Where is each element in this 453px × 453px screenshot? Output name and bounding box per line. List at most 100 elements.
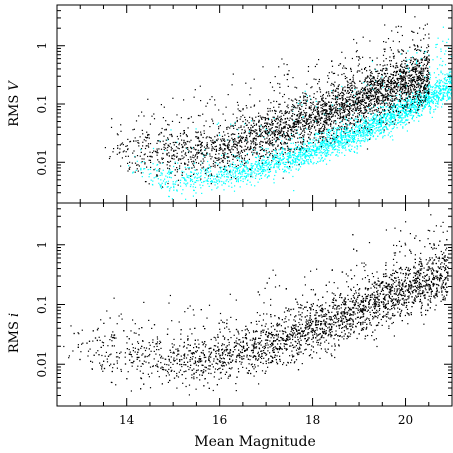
top-data-point [395,85,397,88]
top-data-point [116,133,118,135]
top-data-point [330,84,332,86]
top-data-point [420,95,422,97]
top-data-point [234,171,236,173]
top-data-point [248,149,250,151]
top-data-point [428,45,430,48]
top-data-point [314,149,317,152]
top-data-point [283,157,286,159]
top-data-point [394,119,396,121]
top-data-point [449,97,451,99]
top-data-point [321,99,323,101]
top-data-point [190,179,192,181]
top-data-point [274,163,276,165]
top-data-point [402,104,404,106]
top-data-point [206,142,208,144]
top-data-point [201,167,203,169]
top-data-point [403,106,405,109]
top-data-point [443,88,445,90]
top-data-point [329,113,331,115]
top-data-point [252,154,254,156]
top-data-point [271,120,273,122]
top-data-point [159,186,162,188]
top-data-point [381,121,383,123]
top-data-point [391,110,394,112]
top-data-point [381,131,383,133]
top-data-point [254,130,256,132]
top-data-point [196,145,199,147]
top-data-point [146,166,148,168]
top-data-point [382,110,384,112]
top-data-point [239,177,241,179]
top-data-point [261,141,263,143]
top-data-point [347,105,349,107]
top-data-point [116,153,118,155]
top-data-point [347,109,349,111]
top-data-point [304,148,306,150]
top-data-point [421,98,423,101]
top-data-point [296,114,298,116]
top-data-point [402,69,404,71]
top-data-point [428,33,430,35]
top-data-point [280,117,282,120]
top-data-point [216,140,218,142]
top-data-point [448,91,450,93]
top-data-point [446,92,448,94]
top-data-point [287,124,289,126]
top-data-point [384,113,386,115]
top-data-point [397,117,399,119]
top-data-point [343,106,345,108]
top-data-point [418,103,421,105]
top-data-point [326,143,329,146]
top-data-point [322,137,324,139]
top-data-point [243,171,245,173]
top-data-point [201,142,203,144]
top-data-point [382,106,384,108]
top-data-point [265,142,267,144]
top-data-point [414,66,416,68]
top-data-point [400,106,402,108]
top-data-point [449,74,451,76]
top-data-point [408,94,410,96]
top-data-point [340,137,342,139]
top-data-point [252,176,254,178]
top-data-point [434,92,436,95]
top-data-point [360,102,362,104]
top-data-point [203,125,205,127]
top-data-point [222,156,224,159]
top-data-point [351,139,354,141]
top-data-point [244,170,246,172]
top-data-point [236,155,238,157]
top-data-point [394,82,396,84]
top-data-point [209,181,212,183]
top-data-point [284,122,286,124]
top-data-point [131,162,133,164]
top-data-point [343,145,345,147]
top-data-point [401,84,403,86]
top-data-point [184,178,186,180]
top-data-point [241,171,244,173]
top-data-point [338,84,340,86]
top-data-point [250,176,252,178]
top-data-point [292,126,294,128]
top-data-point [270,128,272,130]
top-data-point [129,140,132,142]
top-data-point [438,92,440,94]
top-data-point [412,61,414,63]
top-data-point [176,155,178,157]
top-data-point [342,88,344,90]
top-data-point [386,114,388,116]
top-data-point [332,147,334,149]
top-data-point [150,172,152,175]
top-data-point [407,91,409,93]
top-data-point [443,98,445,100]
top-data-point [399,89,401,92]
top-data-point [216,173,218,175]
top-data-point [273,166,275,169]
top-data-point [203,155,205,157]
top-data-point [427,100,429,103]
top-data-point [305,102,307,104]
top-data-point [270,166,272,168]
top-data-point [202,158,204,160]
top-data-point [343,142,345,144]
top-data-point [377,109,379,111]
